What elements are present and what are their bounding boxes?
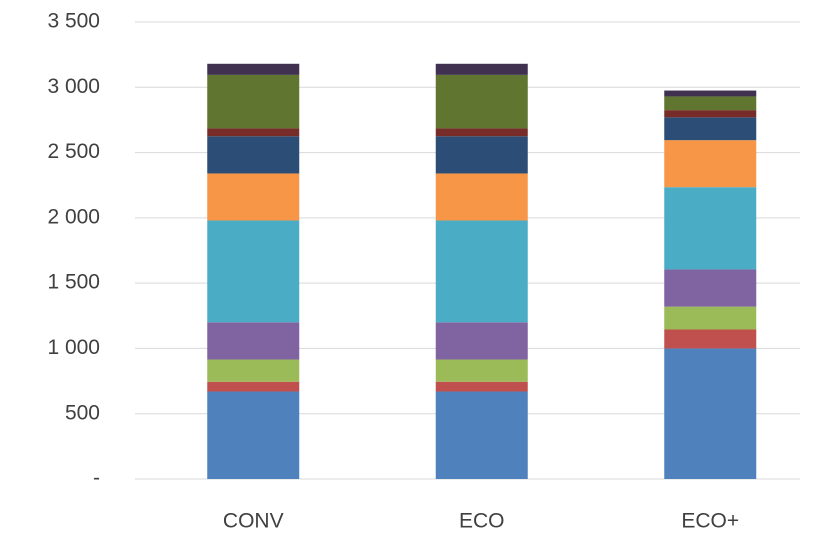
bar-segment [664,187,757,270]
bar-segment [207,173,300,221]
bar-segment [435,391,528,479]
bar-segment [664,117,757,141]
bar-segment [207,74,300,129]
bar-segment [664,96,757,111]
y-tick-label: 3 500 [47,10,100,33]
x-tick-label: ECO [459,510,505,533]
x-tick-label: ECO+ [681,510,739,533]
bar-segment [664,269,757,307]
bar-segment [664,110,757,118]
bar-segment [435,74,528,129]
bar-segment [664,90,757,97]
bar-segment [207,220,300,323]
y-tick-label: 500 [65,401,100,424]
bar-segment [435,381,528,392]
bar-segment [664,329,757,349]
bar-segment [435,220,528,323]
bar-segment [664,140,757,188]
y-tick-label: 3 000 [47,75,100,98]
bar-segment [207,391,300,479]
y-tick-label: 2 500 [47,140,100,163]
bar-segment [207,359,300,382]
y-tick-label: 1 500 [47,271,100,294]
x-tick-label: CONV [223,510,284,533]
bar-segment [435,359,528,382]
bar-segment [207,63,300,75]
y-tick-label: - [93,467,100,490]
y-tick-label: 1 000 [47,336,100,359]
bar-segment [207,322,300,360]
bar-segment [435,136,528,174]
bar-segment [435,63,528,75]
bar-segment [664,306,757,330]
bar-segment [435,322,528,360]
bar-segment [435,173,528,221]
y-tick-label: 2 000 [47,205,100,228]
bar-segment [207,128,300,137]
bar-segment [664,348,757,479]
bar-segment [207,381,300,392]
bar-segment [435,128,528,137]
bar-segment [207,136,300,174]
